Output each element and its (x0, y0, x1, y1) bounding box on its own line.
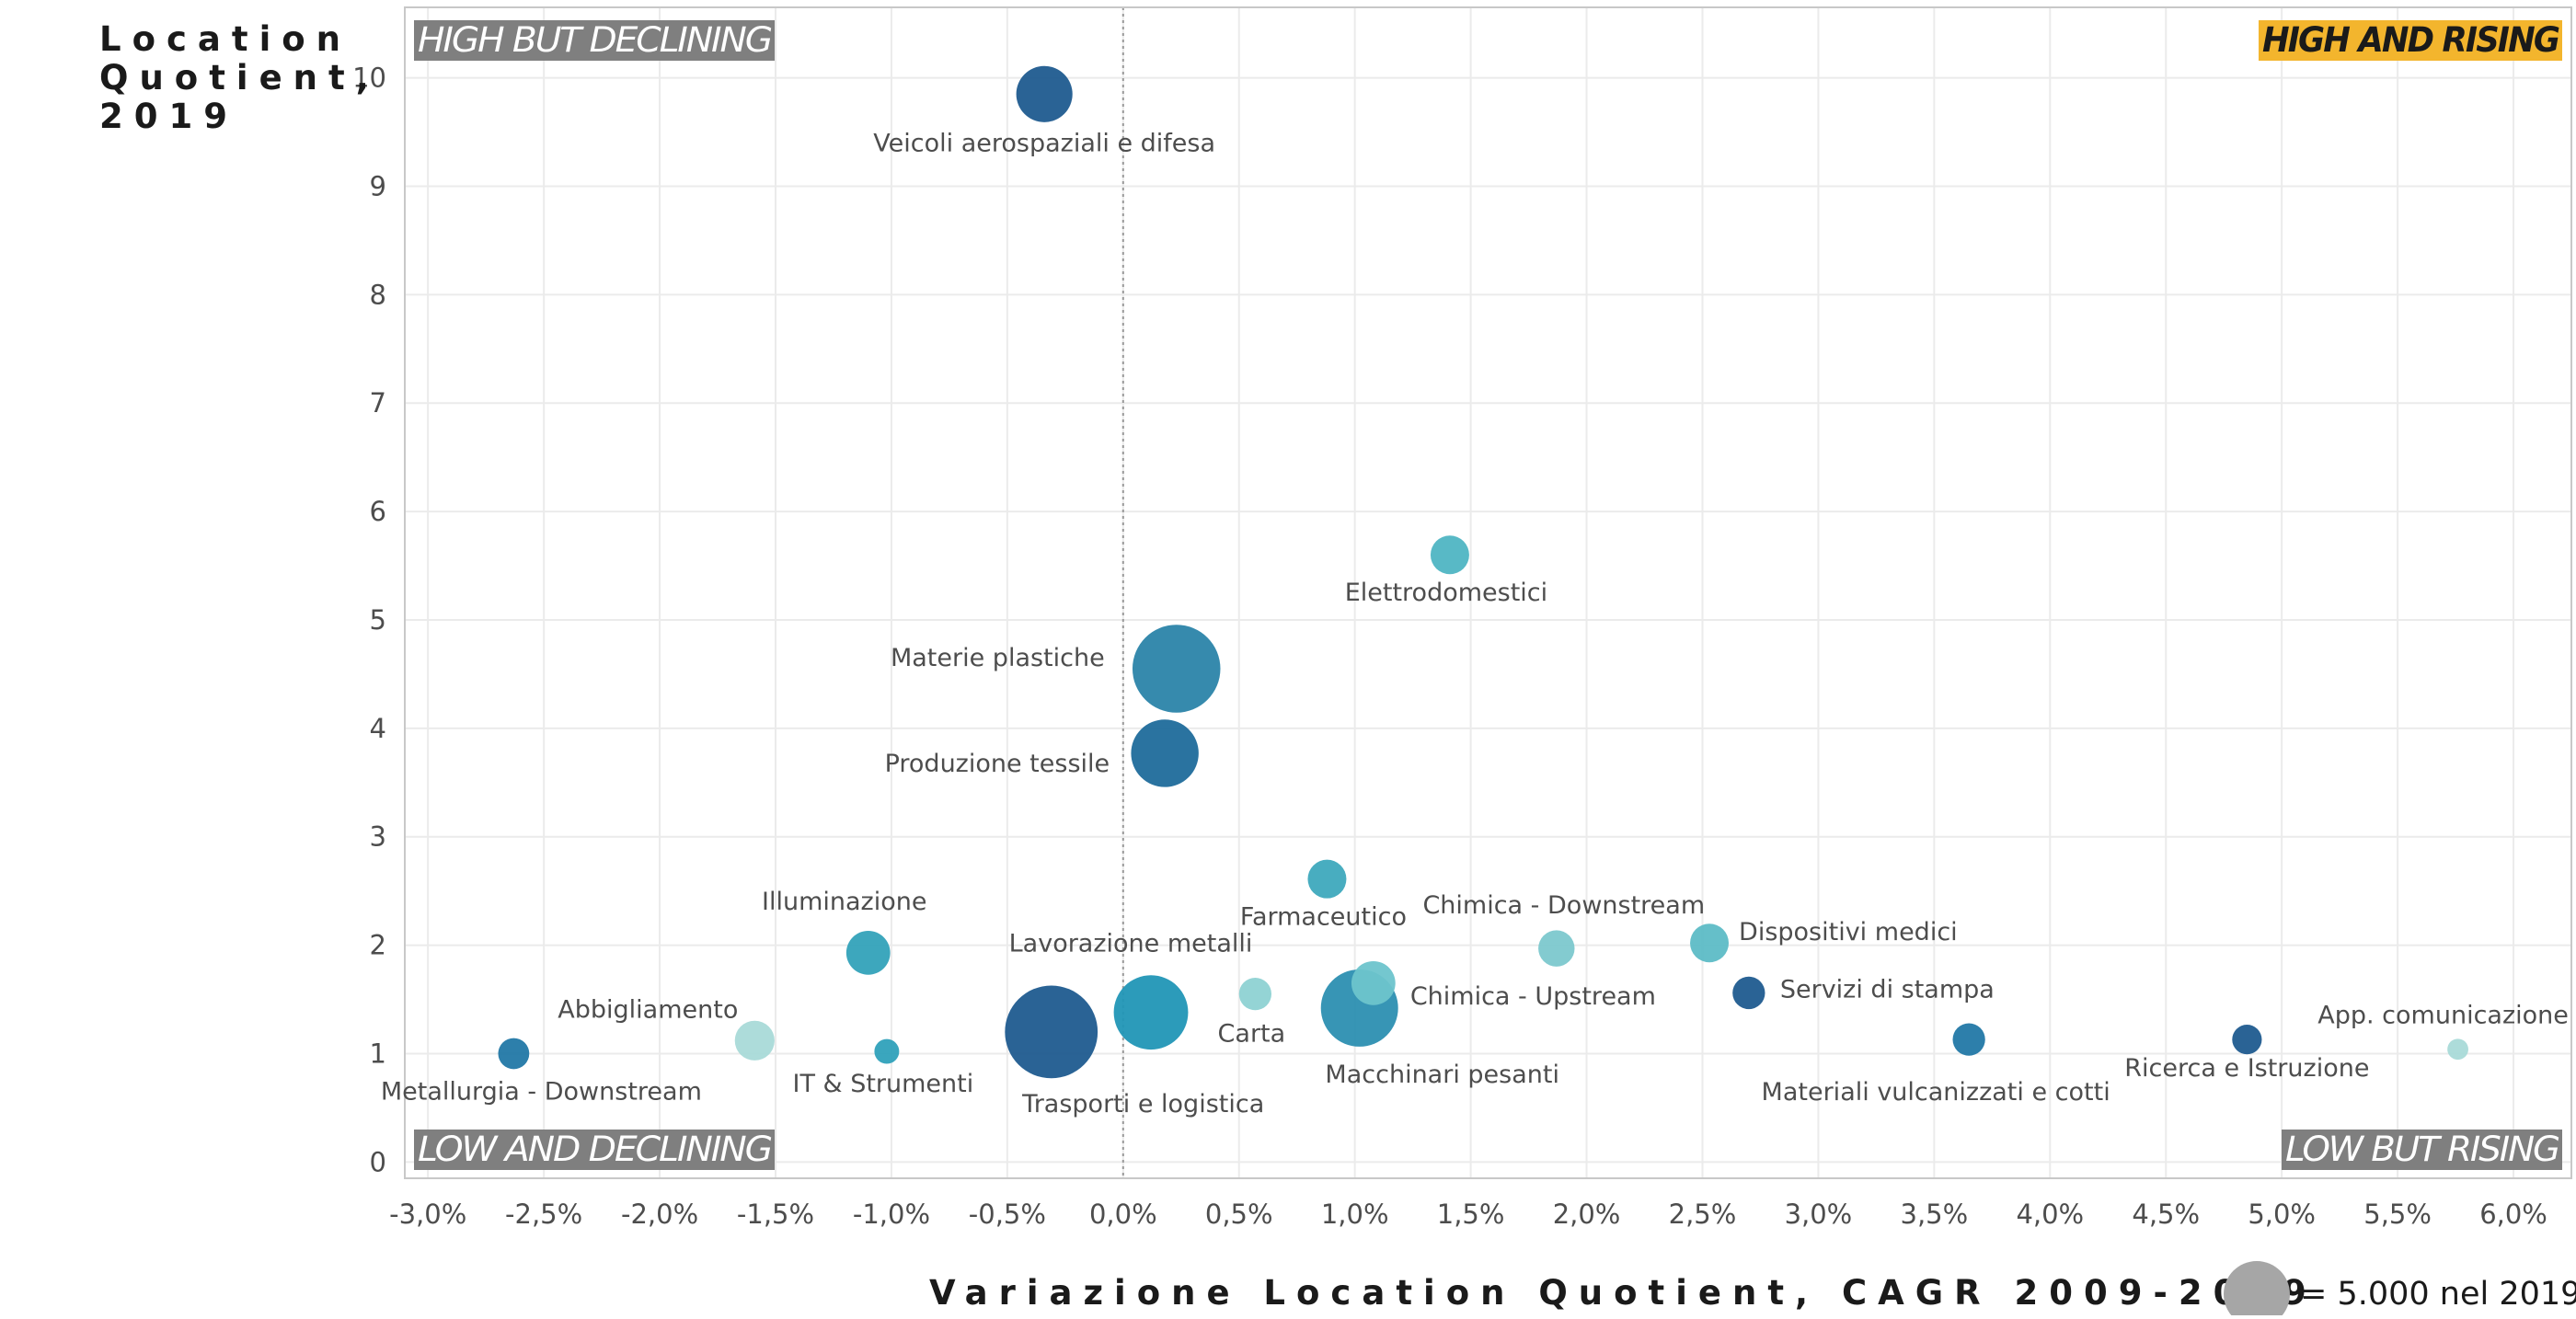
grid-layer (405, 7, 2571, 1178)
quadrant-label-high-declining-background (414, 20, 775, 61)
bubble (1238, 977, 1272, 1011)
quadrant-label-low-rising: LOW BUT RISING (2285, 1130, 2559, 1169)
bubble-label: Illuminazione (762, 888, 926, 916)
bubble (1131, 719, 1199, 787)
x-tick-label: 0,0% (1089, 1199, 1157, 1230)
bubble (1952, 1023, 1985, 1056)
bubble (1430, 535, 1469, 575)
y-tick-label: 6 (370, 496, 386, 527)
y-tick-label: 0 (370, 1146, 386, 1177)
y-tick-label: 5 (370, 604, 386, 636)
quadrant-label-low-rising-background (2282, 1130, 2562, 1170)
x-tick-label: 0,5% (1205, 1199, 1273, 1230)
bubble-label: Materie plastiche (891, 644, 1105, 672)
x-tick-label: 3,5% (1901, 1199, 1969, 1230)
bubble-label: Metallurgia - Downstream (381, 1077, 702, 1106)
axis-labels: -3,0% -2,5% -2,0% -1,5% -1,0% -0,5% 0,0% 0,5% 1,… (352, 63, 2547, 1230)
bubble-label: Veicoli aerospaziali e difesa (873, 129, 1215, 157)
x-tick-label: 2,0% (1553, 1199, 1621, 1230)
bubble (1690, 923, 1730, 963)
bubble-layer (498, 65, 2468, 1079)
bubble (1307, 859, 1347, 899)
quadrant-labels: HIGH BUT DECLINING HIGH AND RISING LOW AND… (414, 20, 2562, 1170)
y-tick-label: 3 (370, 821, 386, 853)
y-tick-label: 4 (370, 713, 386, 744)
y-tick-label: 10 (352, 63, 386, 94)
bubble (1538, 930, 1575, 967)
bubble-label: Produzione tessile (885, 750, 1110, 778)
x-tick-label: 5,5% (2363, 1199, 2432, 1230)
bubble-label: Abbigliamento (558, 995, 738, 1024)
y-tick-label: 9 (370, 170, 386, 201)
bubble-label: Farmaceutico (1240, 903, 1407, 932)
x-tick-label: -1,0% (853, 1199, 930, 1230)
quadrant-label-high-declining: HIGH BUT DECLINING (418, 20, 771, 60)
x-tick-label: -0,5% (969, 1199, 1046, 1230)
x-tick-label: 2,5% (1669, 1199, 1737, 1230)
size-legend-bubble (2224, 1261, 2290, 1319)
quadrant-label-low-declining: LOW AND DECLINING (418, 1130, 771, 1169)
bubble (2447, 1038, 2468, 1061)
bubble-label: Elettrodomestici (1345, 579, 1547, 607)
x-tick-label: -3,0% (389, 1199, 466, 1230)
bubble-label: Servizi di stampa (1780, 975, 1995, 1004)
y-tick-label: 7 (370, 387, 386, 419)
point-labels: Veicoli aerospaziali e difesa Elettrodome… (381, 129, 2569, 1118)
x-tick-label: 3,0% (1785, 1199, 1853, 1230)
quadrant-label-high-rising: HIGH AND RISING (2262, 20, 2559, 60)
bubble-label: Dispositivi medici (1739, 918, 1958, 946)
y-tick-label: 2 (370, 930, 386, 961)
size-legend-label: = 5.000 nel 2019 (2300, 1276, 2576, 1313)
quadrant-label-high-rising-background (2259, 20, 2562, 61)
bubble-label: Chimica - Downstream (1422, 891, 1705, 920)
bubble-label: Trasporti e logistica (1021, 1090, 1264, 1118)
x-axis-title: Variazione Location Quotient, CAGR 2009-… (929, 1273, 2317, 1313)
bubble-label: Materiali vulcanizzati e cotti (1762, 1078, 2110, 1107)
bubble-label: Lavorazione metalli (1009, 930, 1253, 958)
x-tick-label: -2,0% (621, 1199, 698, 1230)
bubble-label: Macchinari pesanti (1325, 1061, 1559, 1089)
y-axis-title-line-1: Location (99, 19, 351, 59)
bubble (1351, 960, 1396, 1005)
y-axis-title-line-2: Quotient, (99, 58, 380, 97)
x-tick-label: 5,0% (2248, 1199, 2316, 1230)
bubble (1113, 975, 1189, 1050)
y-tick-label: 8 (370, 279, 386, 310)
bubble (734, 1020, 775, 1061)
y-axis-title-line-3: 2019 (99, 97, 238, 136)
x-tick-label: -1,5% (737, 1199, 814, 1230)
plot-border (404, 6, 2572, 1179)
quadrant-label-low-declining-background (414, 1130, 775, 1170)
bubble-label: App. comunicazione (2317, 1002, 2569, 1030)
x-tick-label: 1,0% (1321, 1199, 1389, 1230)
bubble (498, 1038, 530, 1070)
x-tick-label: 4,5% (2132, 1199, 2200, 1230)
bubble (845, 930, 891, 975)
x-tick-label: 4,0% (2016, 1199, 2084, 1230)
bubble-label: Carta (1218, 1020, 1286, 1049)
bubble (874, 1038, 900, 1064)
x-tick-label: 6,0% (2479, 1199, 2547, 1230)
bubble-label: Ricerca e Istruzione (2124, 1054, 2369, 1083)
bubble (1132, 625, 1221, 713)
bubble (1005, 985, 1098, 1079)
bubble (2232, 1025, 2262, 1055)
bubble-label: IT & Strumenti (793, 1070, 974, 1098)
y-tick-label: 1 (370, 1038, 386, 1069)
x-tick-label: 1,5% (1437, 1199, 1505, 1230)
bubble-label: Chimica - Upstream (1410, 982, 1656, 1011)
x-tick-label: -2,5% (505, 1199, 582, 1230)
bubble (1732, 976, 1765, 1010)
bubble (1016, 65, 1073, 122)
